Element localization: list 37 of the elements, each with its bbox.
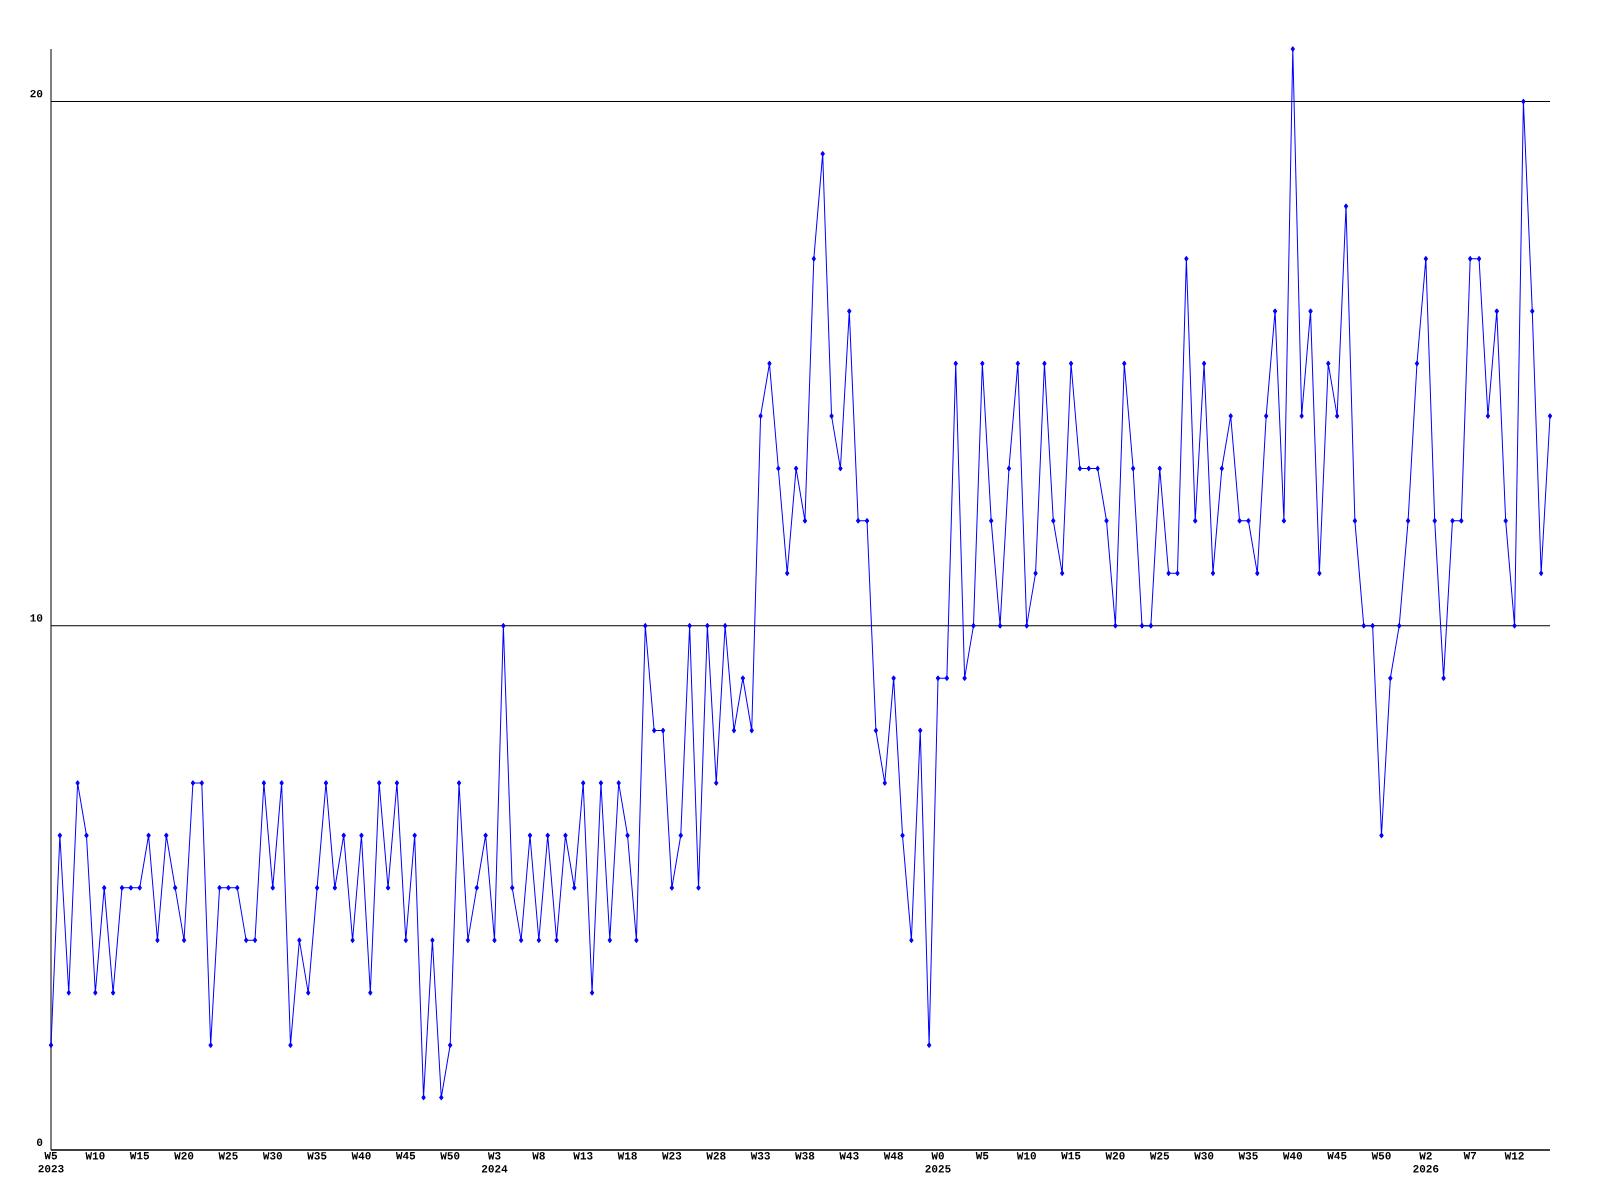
x-tick-label: W3 2024 (481, 1152, 508, 1173)
x-tick-label: W48 (883, 1152, 903, 1160)
x-tick-label: W23 (661, 1152, 682, 1160)
y-tick-label: 10 (30, 614, 43, 622)
x-tick-label: W35 (307, 1152, 327, 1160)
x-tick-label: W25 (218, 1152, 238, 1160)
x-tick-label: W12 (1504, 1152, 1524, 1160)
x-tick-label: W5 (975, 1152, 989, 1160)
x-tick-label: W50 (1371, 1152, 1391, 1160)
x-tick-label: W18 (617, 1152, 637, 1160)
x-tick-label: W0 2025 (925, 1152, 951, 1173)
x-tick-label: W10 (1016, 1152, 1036, 1160)
x-tick-label: W2 2026 (1413, 1152, 1439, 1173)
x-tick-label: W5 2023 (38, 1152, 64, 1173)
x-tick-label: W28 (706, 1152, 726, 1160)
x-tick-label: W45 (395, 1152, 416, 1160)
x-tick-label: W45 (1327, 1152, 1347, 1160)
x-tick-label: W7 (1463, 1152, 1477, 1160)
x-tick-label: W33 (750, 1152, 770, 1160)
x-tick-label: W38 (795, 1152, 815, 1160)
x-tick-label: W15 (129, 1152, 150, 1160)
x-tick-label: W40 (1282, 1152, 1303, 1160)
y-tick-label: 0 (36, 1138, 43, 1146)
x-tick-label: W25 (1149, 1152, 1170, 1160)
x-tick-label: W10 (85, 1152, 105, 1160)
x-tick-label: W30 (262, 1152, 283, 1160)
x-tick-label: W15 (1061, 1152, 1081, 1160)
x-tick-label: W13 (573, 1152, 593, 1160)
x-tick-label: W43 (839, 1152, 859, 1160)
x-tick-label: W35 (1238, 1152, 1258, 1160)
x-tick-label: W30 (1194, 1152, 1214, 1160)
x-tick-label: W40 (351, 1152, 371, 1160)
x-tick-label: W20 (174, 1152, 194, 1160)
x-tick-label: W20 (1105, 1152, 1125, 1160)
y-tick-label: 20 (30, 89, 43, 98)
x-tick-label: W8 (532, 1152, 545, 1160)
x-tick-label: W50 (440, 1152, 460, 1160)
